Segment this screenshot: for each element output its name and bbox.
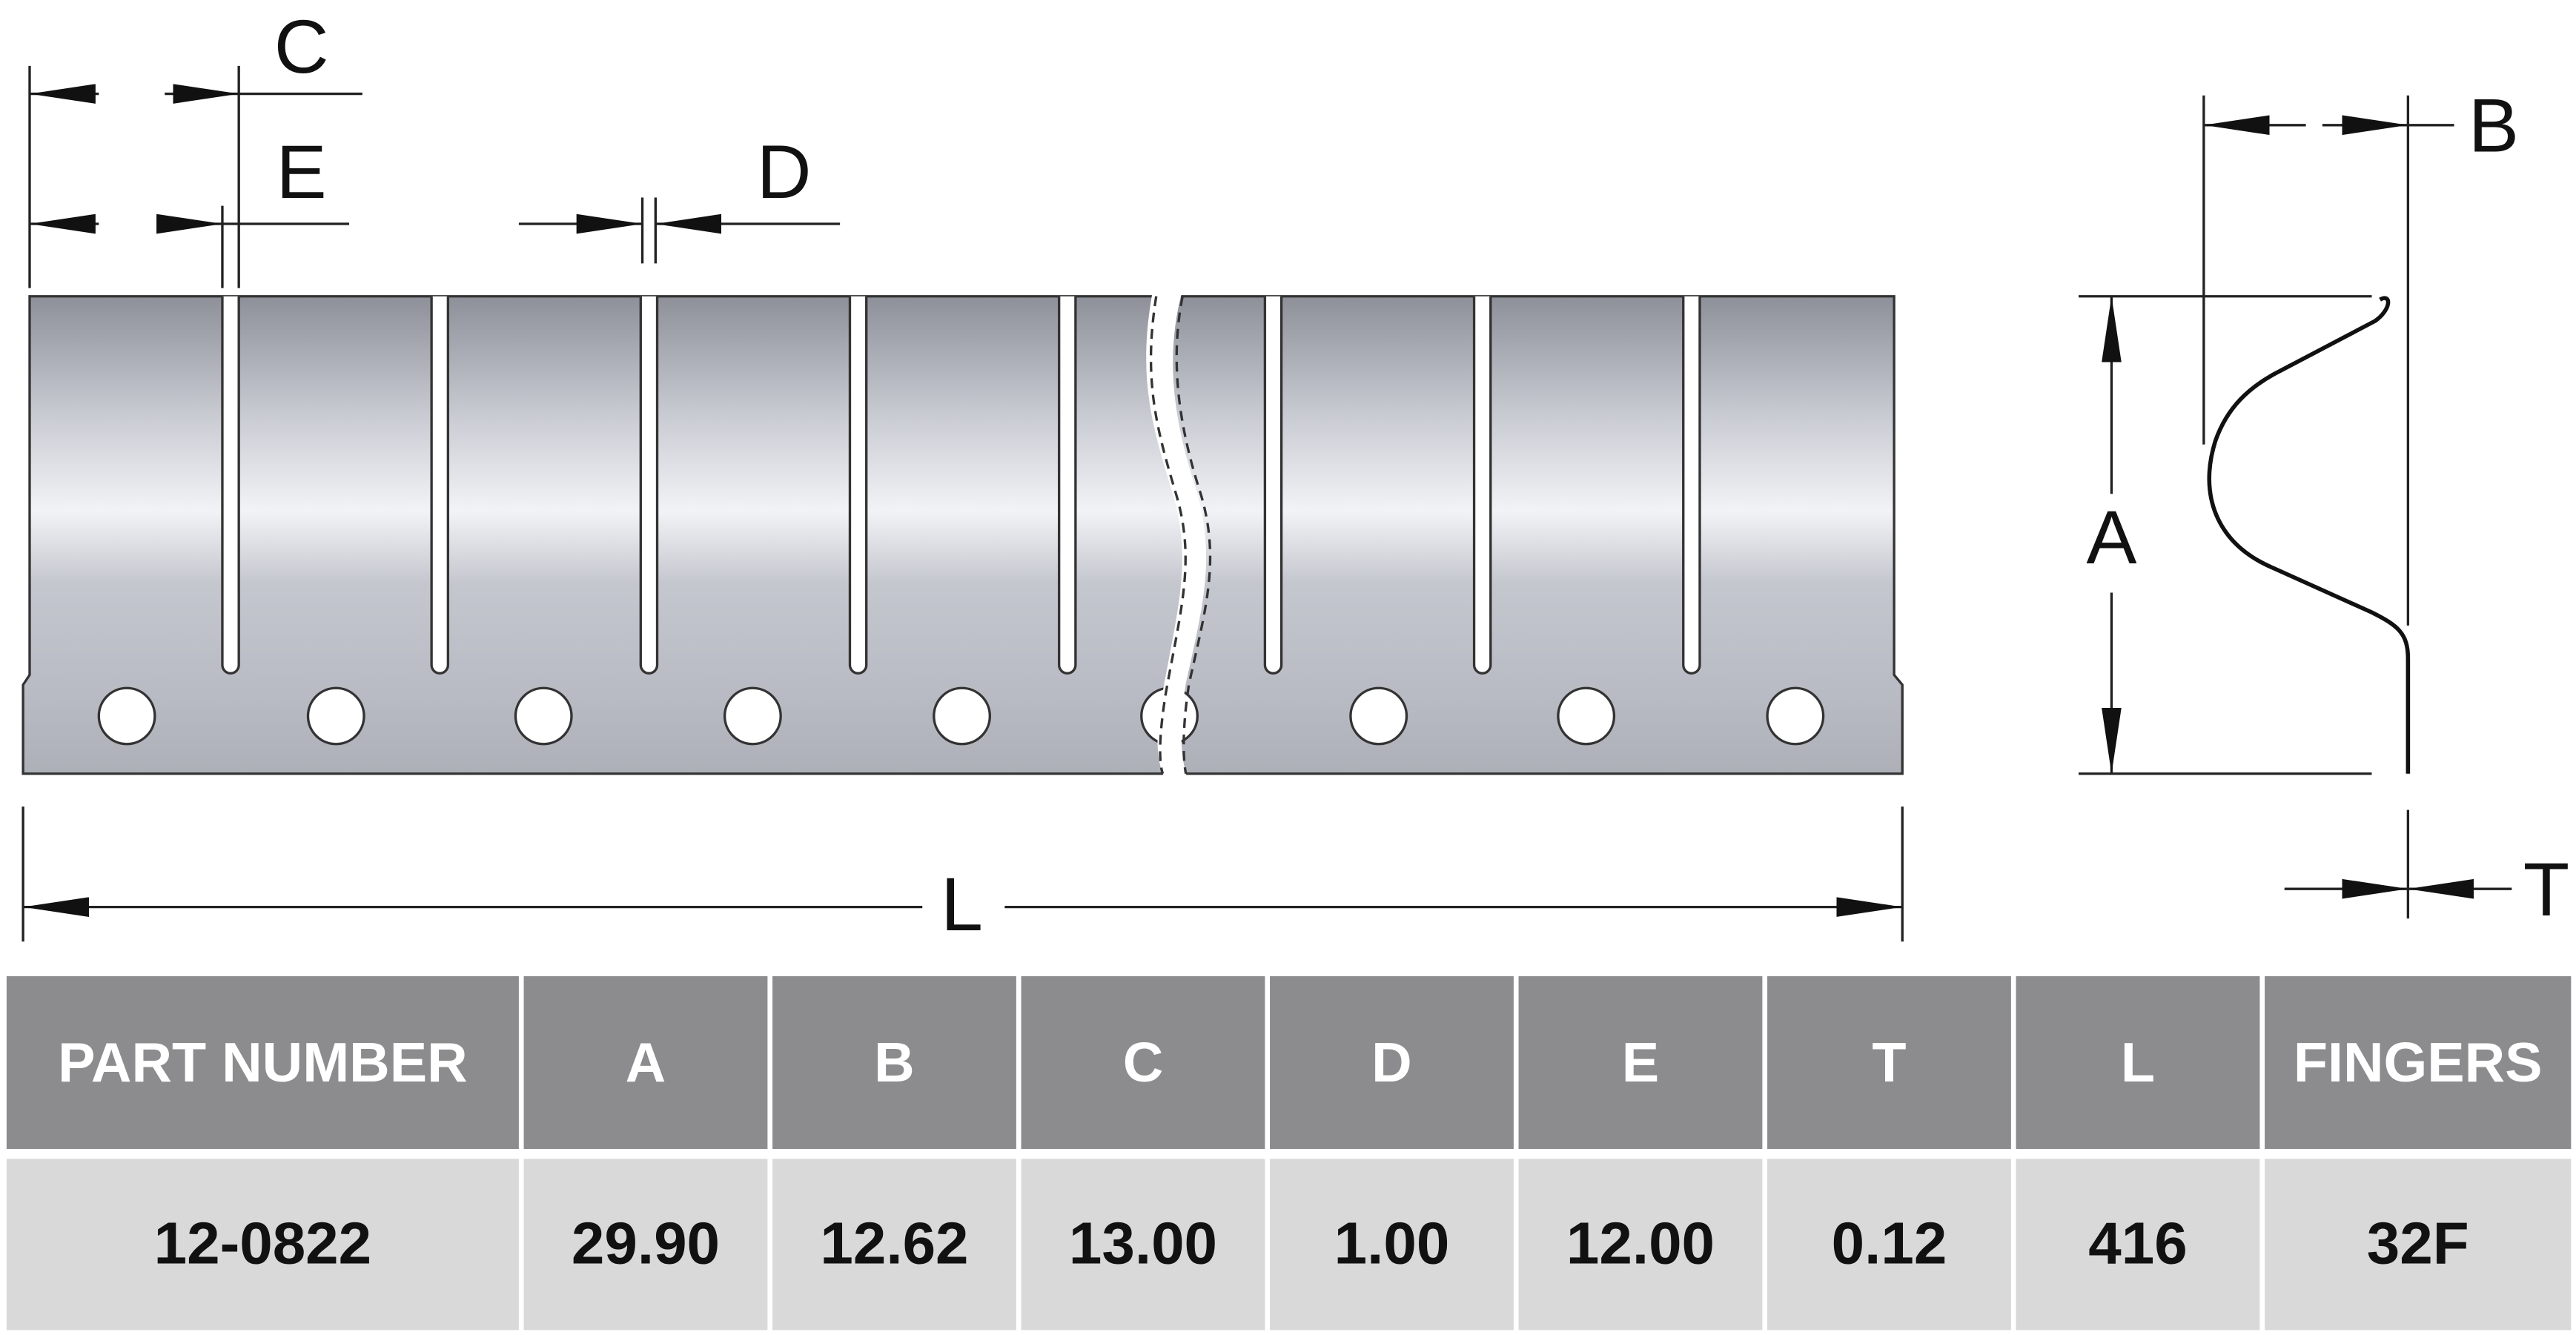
data-cell xyxy=(523,1159,768,1331)
mounting-hole xyxy=(1557,686,1616,746)
header-text: B xyxy=(874,1032,915,1094)
header-text: FINGERS xyxy=(2294,1032,2543,1094)
mounting-hole xyxy=(933,686,992,746)
header-text: D xyxy=(1371,1032,1412,1094)
data-cell xyxy=(1270,1159,1514,1331)
dim-label: B xyxy=(2469,84,2519,168)
finger-slot xyxy=(430,296,450,675)
mounting-hole xyxy=(97,686,156,746)
dim-label: A xyxy=(2086,495,2136,580)
dim-label: D xyxy=(757,130,812,214)
header-cell xyxy=(2016,975,2260,1150)
strip-body xyxy=(21,295,1904,775)
header-text: L xyxy=(2121,1032,2155,1094)
header-cell xyxy=(1767,975,2011,1150)
break-gap xyxy=(1146,289,1207,784)
header-cell xyxy=(1518,975,1763,1150)
data-cell xyxy=(6,1159,519,1331)
header-text: PART NUMBER xyxy=(58,1032,468,1094)
cell-text: 0.12 xyxy=(1832,1210,1947,1276)
data-cell xyxy=(772,1159,1016,1331)
finger-slot xyxy=(221,296,240,675)
dim-label: T xyxy=(2523,847,2569,932)
cell-text: 12.62 xyxy=(820,1210,968,1276)
spec-table: PART NUMBER A B C D E T L FINGERS 12-0822 29.90 12.… xyxy=(6,975,2572,1331)
mounting-hole xyxy=(514,686,573,746)
finger-slot xyxy=(1057,296,1077,675)
cell-text: 416 xyxy=(2088,1210,2187,1276)
cell-text: 32F xyxy=(2367,1210,2469,1276)
data-cell xyxy=(2016,1159,2260,1331)
mounting-hole xyxy=(723,686,782,746)
data-cell xyxy=(2265,1159,2572,1331)
mounting-hole xyxy=(1349,686,1408,746)
header-cell xyxy=(523,975,768,1150)
dim-label: L xyxy=(941,862,983,947)
cell-text: 12.00 xyxy=(1566,1210,1715,1276)
finger-slot xyxy=(1472,296,1492,675)
data-cell xyxy=(1021,1159,1265,1331)
cell-text: 1.00 xyxy=(1334,1210,1450,1276)
dim-label: E xyxy=(277,130,327,214)
finger-slot xyxy=(1682,296,1701,675)
data-cell xyxy=(1518,1159,1763,1331)
header-text: C xyxy=(1123,1032,1164,1094)
header-cell xyxy=(6,975,519,1150)
break-line xyxy=(1175,296,1212,775)
cell-text: 13.00 xyxy=(1069,1210,1217,1276)
header-cell xyxy=(772,975,1016,1150)
finger-slot xyxy=(848,296,868,675)
header-text: T xyxy=(1872,1032,1906,1094)
header-cell xyxy=(1270,975,1514,1150)
strip-front-view xyxy=(21,295,1904,775)
cell-text: 12-0822 xyxy=(154,1210,371,1276)
dim-label: C xyxy=(274,4,329,89)
header-text: E xyxy=(1622,1032,1659,1094)
mounting-hole xyxy=(306,686,365,746)
cell-text: 29.90 xyxy=(572,1210,720,1276)
finger-slot xyxy=(1263,296,1283,675)
data-cell xyxy=(1767,1159,2011,1331)
finger-slot xyxy=(639,296,659,675)
header-cell xyxy=(2265,975,2572,1150)
header-text: A xyxy=(626,1032,666,1094)
header-cell xyxy=(1021,975,1265,1150)
mounting-hole xyxy=(1766,686,1825,746)
profile-outline xyxy=(2207,296,2411,774)
